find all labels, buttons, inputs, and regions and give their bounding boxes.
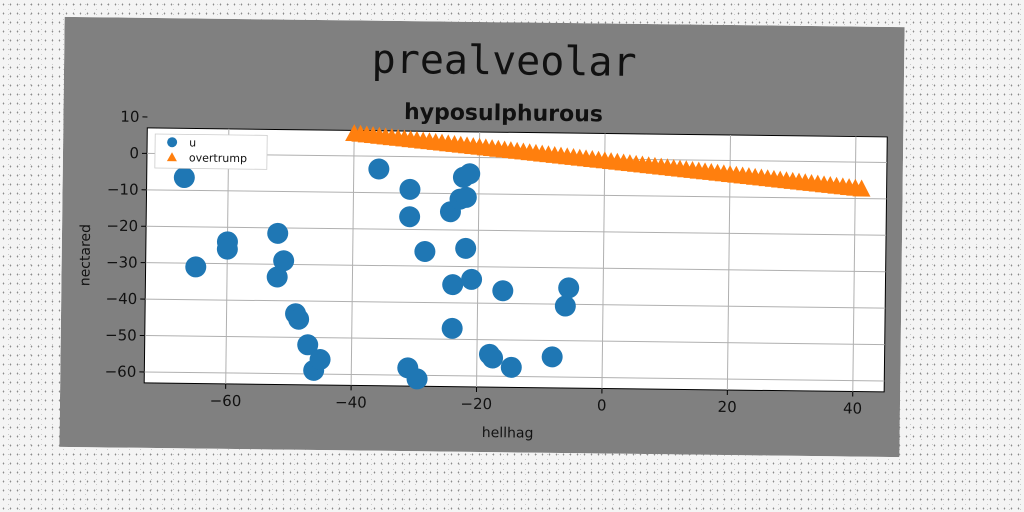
data-point-u [492, 280, 514, 302]
data-point-u [288, 308, 310, 330]
x-tick-label: −20 [460, 395, 492, 413]
x-grid-line [601, 133, 606, 389]
data-point-u [459, 163, 481, 185]
y-grid-line [144, 335, 885, 346]
axis-ticks: −60 −40 −20 0 20 40 10 0 −10 −20 −30 −40 −50 −60 [105, 108, 863, 418]
y-grid-line [145, 262, 886, 273]
legend-label-overtrump: overtrump [189, 151, 247, 165]
data-point-overtrump [852, 179, 871, 197]
legend-marker-u [167, 137, 178, 148]
data-point-u [267, 222, 289, 244]
data-point-u [273, 250, 295, 272]
y-axis-label: nectared [77, 224, 94, 286]
y-grid-line [145, 298, 886, 309]
data-point-u [266, 266, 288, 288]
y-tick-label: 10 [120, 108, 139, 126]
legend-label-u: u [189, 136, 196, 149]
series-overtrump [345, 124, 871, 197]
y-tick-label: −20 [106, 217, 138, 235]
legend-box [154, 133, 268, 170]
y-tick-label: −30 [106, 253, 138, 271]
data-point-u [406, 368, 428, 390]
data-point-u [558, 277, 580, 299]
y-tick-label: −50 [105, 326, 137, 344]
x-tick-label: −60 [210, 392, 242, 410]
data-point-u [297, 334, 319, 356]
y-tick-label: −40 [105, 290, 137, 308]
data-point-u [455, 237, 477, 259]
data-point-u [441, 317, 463, 339]
x-tick-label: 40 [843, 399, 862, 417]
data-point-u [442, 274, 464, 296]
chart-subtitle: hyposulphurous [404, 100, 603, 127]
chart-figure: −60 −40 −20 0 20 40 10 0 −10 −20 −30 −40 −50 −60 prea… [59, 16, 905, 458]
y-tick-label: 0 [129, 144, 139, 162]
data-point-u [541, 346, 563, 368]
x-tick-label: 0 [597, 396, 607, 414]
data-point-u [461, 268, 483, 290]
data-point-u [173, 167, 195, 189]
data-point-u [309, 349, 331, 371]
data-point-u [482, 347, 504, 369]
data-point-u [455, 186, 477, 208]
data-point-u [414, 241, 436, 263]
data-point-u [554, 295, 576, 317]
x-tick-label: −40 [335, 393, 367, 411]
chart-svg: −60 −40 −20 0 20 40 10 0 −10 −20 −30 −40 −50 −60 prea… [59, 16, 905, 458]
data-point-u [368, 158, 390, 180]
x-axis-label: hellhag [482, 425, 534, 442]
data-point-u [500, 356, 522, 378]
legend-marker-overtrump [166, 152, 177, 162]
legend: u overtrump [154, 133, 268, 170]
y-grid-line [146, 189, 887, 200]
data-point-u [399, 206, 421, 228]
series-u [173, 158, 580, 390]
y-tick-label: −10 [107, 180, 139, 198]
data-point-u [216, 238, 238, 260]
plot-area [143, 127, 888, 393]
data-point-u [399, 178, 421, 200]
chart-title: prealveolar [371, 37, 636, 86]
data-point-u [185, 256, 207, 278]
x-tick-label: 20 [718, 398, 737, 416]
x-grid-line [350, 130, 355, 386]
y-tick-label: −60 [105, 362, 137, 380]
